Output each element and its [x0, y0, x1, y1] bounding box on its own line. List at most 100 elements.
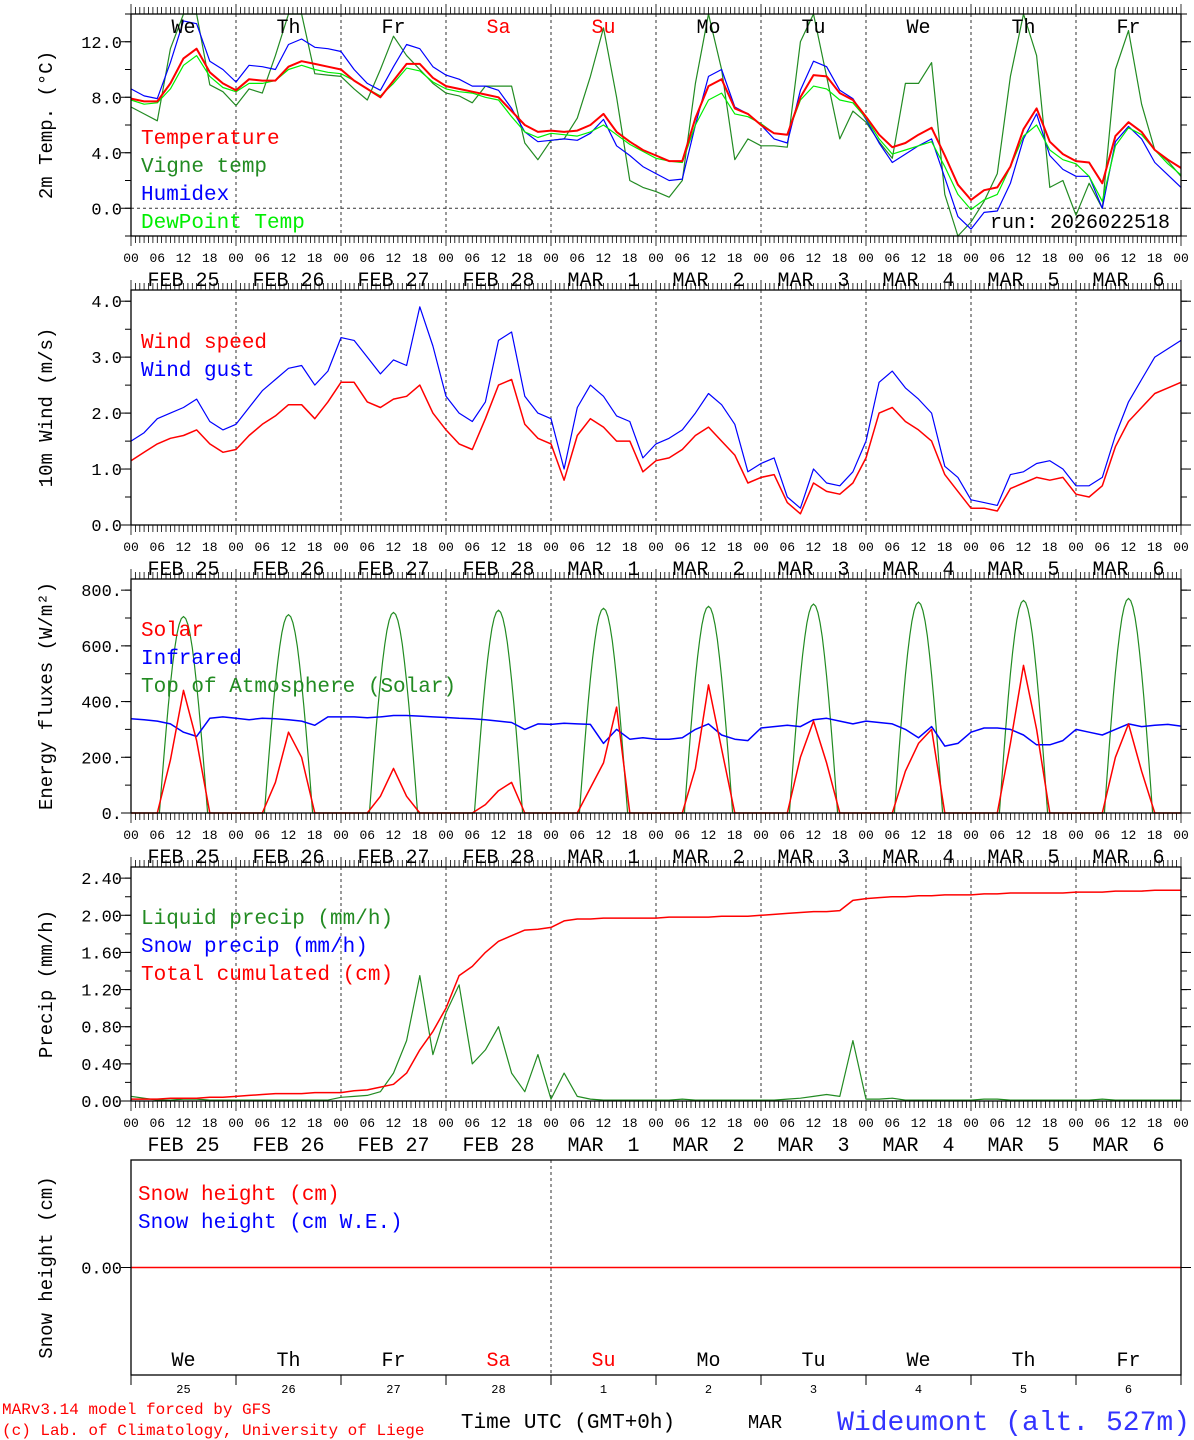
hour-label: 06: [569, 828, 585, 843]
legend-item: Snow height (cm): [138, 1184, 340, 1207]
date-label: FEB 27: [357, 270, 429, 293]
hour-label: 18: [1147, 540, 1163, 555]
legend-item: Wind speed: [141, 332, 267, 355]
hour-ticks: [130, 857, 1182, 1111]
date-label: MAR 6: [1092, 847, 1164, 870]
hour-label: 18: [517, 1116, 533, 1131]
date-label: MAR 1: [567, 270, 639, 293]
hour-label: 18: [727, 1116, 743, 1131]
y-tick-label: 3.0: [91, 350, 122, 369]
hour-label: 00: [1173, 828, 1189, 843]
day-name: Sa: [486, 17, 510, 40]
y-tick-label: 400.: [81, 695, 122, 714]
hour-label: 00: [543, 540, 559, 555]
date-label: FEB 25: [147, 847, 219, 870]
hour-label: 12: [386, 828, 402, 843]
date-label: MAR 3: [777, 1135, 849, 1158]
hour-label: 12: [281, 540, 297, 555]
hour-label: 12: [911, 828, 927, 843]
date-label: FEB 27: [357, 559, 429, 582]
date-label: MAR 3: [777, 847, 849, 870]
hour-label: 18: [412, 828, 428, 843]
date-label: MAR 5: [987, 270, 1059, 293]
hour-label: 00: [753, 1116, 769, 1131]
hour-label: 00: [648, 828, 664, 843]
hour-label: 00: [963, 540, 979, 555]
hour-label: 00: [648, 540, 664, 555]
hour-label: 18: [1147, 828, 1163, 843]
day-number: 28: [491, 1383, 505, 1397]
hour-label: 12: [491, 251, 507, 266]
day-name: Th: [276, 1350, 300, 1373]
hour-label: 12: [386, 251, 402, 266]
y-axis-title: 2m Temp. (°C): [36, 51, 58, 199]
hour-label: 06: [149, 828, 165, 843]
hour-label: 18: [727, 828, 743, 843]
panel-5: [121, 1159, 1191, 1385]
x-axis-title: Time UTC (GMT+0h): [461, 1412, 675, 1435]
day-number: 26: [281, 1383, 295, 1397]
y-minor-ticks: [125, 589, 1187, 814]
hour-label: 06: [989, 828, 1005, 843]
date-label: FEB 27: [357, 847, 429, 870]
day-number: 2: [705, 1383, 712, 1397]
series-liquid-precip-mm-h-: [130, 974, 1181, 1101]
panel-1: [121, 4, 1191, 246]
legend-item: Infrared: [141, 648, 242, 671]
hour-label: 00: [543, 1116, 559, 1131]
hour-label: 00: [858, 828, 874, 843]
hour-label: 00: [753, 828, 769, 843]
hour-label: 12: [176, 1116, 192, 1131]
hour-label: 18: [832, 540, 848, 555]
panel-4: [121, 857, 1191, 1111]
hour-label: 06: [989, 251, 1005, 266]
day-name: Tu: [801, 1350, 825, 1373]
day-name: We: [171, 1350, 195, 1373]
hour-label: 18: [1042, 1116, 1058, 1131]
date-label: MAR 2: [672, 1135, 744, 1158]
hour-label: 00: [648, 1116, 664, 1131]
hour-label: 00: [438, 1116, 454, 1131]
day-name: Mo: [696, 1350, 720, 1373]
date-label: MAR 6: [1092, 1135, 1164, 1158]
hour-label: 12: [806, 540, 822, 555]
hour-label: 06: [674, 828, 690, 843]
hour-label: 18: [937, 828, 953, 843]
hour-label: 18: [1042, 540, 1058, 555]
y-tick-label: 1.0: [91, 462, 122, 481]
hour-label: 06: [884, 1116, 900, 1131]
hour-label: 06: [149, 1116, 165, 1131]
hour-label: 18: [412, 1116, 428, 1131]
legend-item: DewPoint Temp: [141, 212, 305, 235]
hour-label: 06: [254, 251, 270, 266]
hour-label: 00: [438, 828, 454, 843]
day-name: Tu: [801, 17, 825, 40]
day-ticks: [130, 1375, 1182, 1385]
date-label: MAR 5: [987, 559, 1059, 582]
series-total-cumulated-cm-: [131, 889, 1181, 1100]
hour-label: 12: [1016, 540, 1032, 555]
station-name: Wideumont (alt. 527m): [837, 1408, 1190, 1439]
hour-label: 12: [911, 540, 927, 555]
hour-label: 12: [701, 828, 717, 843]
hour-label: 18: [307, 251, 323, 266]
date-label: FEB 28: [462, 559, 534, 582]
hour-label: 00: [123, 1116, 139, 1131]
hour-label: 06: [674, 251, 690, 266]
y-axis-title: Snow height (cm): [36, 1176, 58, 1358]
hour-label: 00: [858, 540, 874, 555]
hour-label: 12: [806, 1116, 822, 1131]
hour-label: 12: [281, 828, 297, 843]
y-tick-label: 4.0: [91, 294, 122, 313]
run-label: run: 2026022518: [990, 212, 1170, 235]
hour-label: 18: [202, 1116, 218, 1131]
day-name: Fr: [1116, 1350, 1140, 1373]
hour-label: 00: [543, 828, 559, 843]
hour-label: 18: [412, 540, 428, 555]
day-name: Fr: [381, 17, 405, 40]
date-label: FEB 28: [462, 847, 534, 870]
hour-label: 00: [1068, 828, 1084, 843]
hour-label: 00: [1068, 251, 1084, 266]
hour-label: 12: [491, 828, 507, 843]
